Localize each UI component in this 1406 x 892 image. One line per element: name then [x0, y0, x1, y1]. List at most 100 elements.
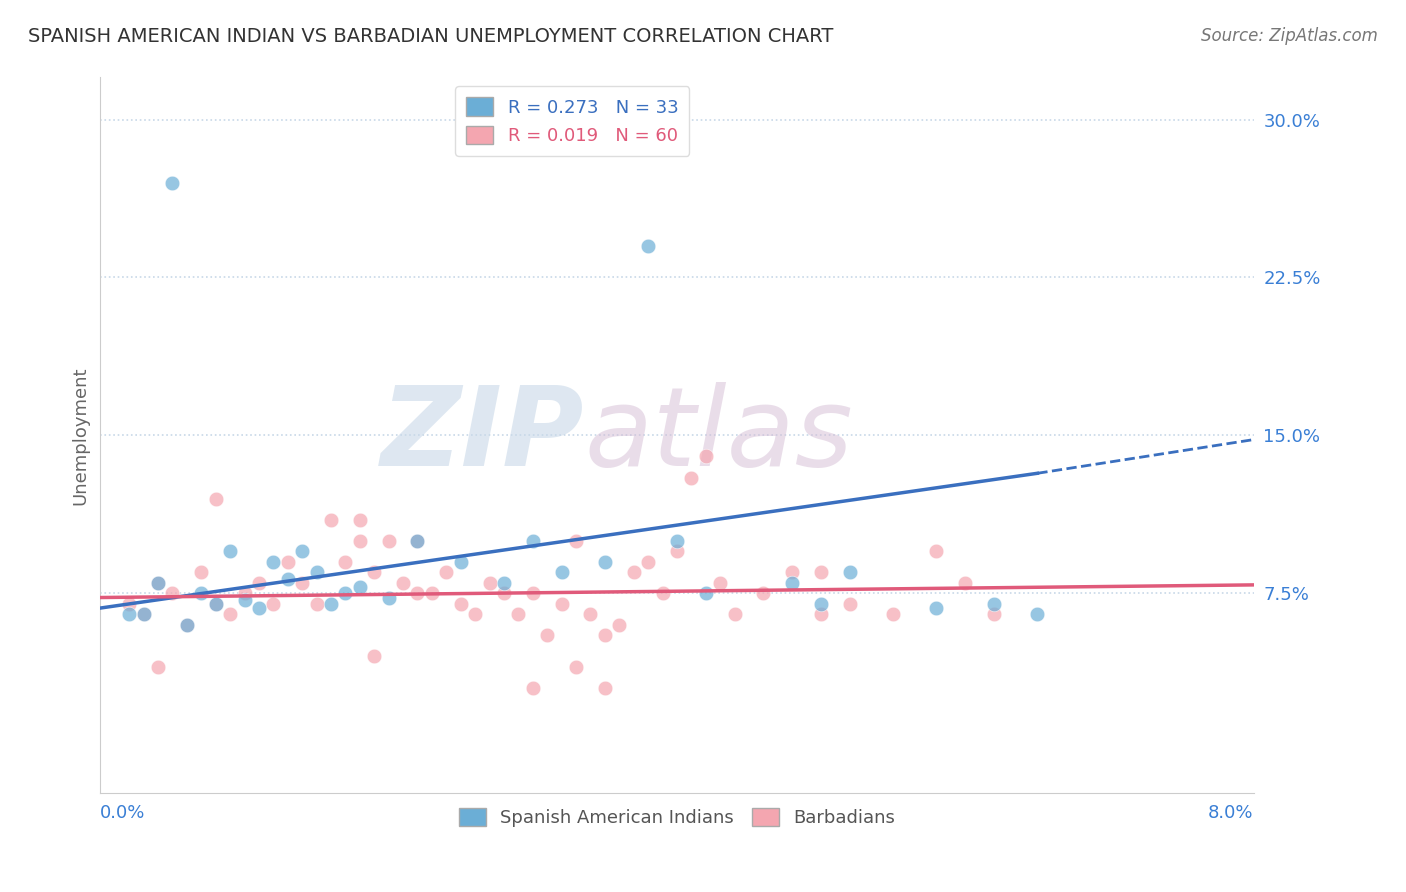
- Barbadians: [839, 597, 862, 611]
- Text: 0.0%: 0.0%: [100, 804, 146, 822]
- Spanish American Indians: [219, 544, 242, 558]
- Barbadians: [464, 607, 486, 622]
- Spanish American Indians: [637, 239, 659, 253]
- Barbadians: [219, 607, 242, 622]
- Barbadians: [522, 586, 544, 600]
- Barbadians: [810, 566, 832, 580]
- Barbadians: [305, 597, 328, 611]
- Spanish American Indians: [665, 533, 688, 548]
- Spanish American Indians: [118, 607, 141, 622]
- Spanish American Indians: [406, 533, 429, 548]
- Barbadians: [319, 513, 342, 527]
- Spanish American Indians: [925, 601, 948, 615]
- Barbadians: [550, 597, 572, 611]
- Barbadians: [508, 607, 530, 622]
- Spanish American Indians: [349, 580, 371, 594]
- Barbadians: [277, 555, 299, 569]
- Spanish American Indians: [319, 597, 342, 611]
- Barbadians: [607, 618, 630, 632]
- Barbadians: [955, 575, 977, 590]
- Barbadians: [695, 450, 717, 464]
- Spanish American Indians: [146, 575, 169, 590]
- Barbadians: [132, 607, 155, 622]
- Barbadians: [925, 544, 948, 558]
- Spanish American Indians: [132, 607, 155, 622]
- Barbadians: [377, 533, 399, 548]
- Barbadians: [349, 533, 371, 548]
- Spanish American Indians: [450, 555, 472, 569]
- Barbadians: [176, 618, 198, 632]
- Barbadians: [810, 607, 832, 622]
- Spanish American Indians: [550, 566, 572, 580]
- Spanish American Indians: [190, 586, 212, 600]
- Spanish American Indians: [593, 555, 616, 569]
- Barbadians: [565, 533, 588, 548]
- Barbadians: [709, 575, 731, 590]
- Barbadians: [349, 513, 371, 527]
- Barbadians: [522, 681, 544, 695]
- Spanish American Indians: [277, 572, 299, 586]
- Barbadians: [983, 607, 1005, 622]
- Spanish American Indians: [233, 592, 256, 607]
- Barbadians: [247, 575, 270, 590]
- Barbadians: [392, 575, 415, 590]
- Barbadians: [623, 566, 645, 580]
- Spanish American Indians: [782, 575, 804, 590]
- Barbadians: [492, 586, 515, 600]
- Barbadians: [782, 566, 804, 580]
- Spanish American Indians: [162, 176, 184, 190]
- Barbadians: [204, 491, 226, 506]
- Text: Source: ZipAtlas.com: Source: ZipAtlas.com: [1201, 27, 1378, 45]
- Barbadians: [536, 628, 558, 642]
- Barbadians: [579, 607, 602, 622]
- Barbadians: [146, 575, 169, 590]
- Barbadians: [681, 470, 703, 484]
- Barbadians: [665, 544, 688, 558]
- Barbadians: [118, 597, 141, 611]
- Barbadians: [204, 597, 226, 611]
- Barbadians: [162, 586, 184, 600]
- Barbadians: [434, 566, 457, 580]
- Text: 8.0%: 8.0%: [1208, 804, 1254, 822]
- Barbadians: [363, 649, 385, 664]
- Spanish American Indians: [176, 618, 198, 632]
- Text: atlas: atlas: [585, 382, 853, 489]
- Spanish American Indians: [377, 591, 399, 605]
- Legend: Spanish American Indians, Barbadians: Spanish American Indians, Barbadians: [451, 801, 903, 834]
- Spanish American Indians: [1026, 607, 1049, 622]
- Barbadians: [565, 660, 588, 674]
- Spanish American Indians: [305, 566, 328, 580]
- Spanish American Indians: [335, 586, 357, 600]
- Spanish American Indians: [839, 566, 862, 580]
- Spanish American Indians: [522, 533, 544, 548]
- Barbadians: [406, 533, 429, 548]
- Barbadians: [478, 575, 501, 590]
- Barbadians: [637, 555, 659, 569]
- Barbadians: [882, 607, 904, 622]
- Barbadians: [651, 586, 673, 600]
- Barbadians: [363, 566, 385, 580]
- Barbadians: [420, 586, 443, 600]
- Barbadians: [291, 575, 314, 590]
- Spanish American Indians: [695, 586, 717, 600]
- Barbadians: [752, 586, 775, 600]
- Barbadians: [724, 607, 747, 622]
- Text: SPANISH AMERICAN INDIAN VS BARBADIAN UNEMPLOYMENT CORRELATION CHART: SPANISH AMERICAN INDIAN VS BARBADIAN UNE…: [28, 27, 834, 45]
- Barbadians: [262, 597, 284, 611]
- Barbadians: [593, 628, 616, 642]
- Spanish American Indians: [262, 555, 284, 569]
- Barbadians: [335, 555, 357, 569]
- Barbadians: [190, 566, 212, 580]
- Spanish American Indians: [810, 597, 832, 611]
- Text: ZIP: ZIP: [381, 382, 585, 489]
- Barbadians: [593, 681, 616, 695]
- Spanish American Indians: [983, 597, 1005, 611]
- Spanish American Indians: [291, 544, 314, 558]
- Spanish American Indians: [204, 597, 226, 611]
- Barbadians: [233, 586, 256, 600]
- Spanish American Indians: [247, 601, 270, 615]
- Barbadians: [146, 660, 169, 674]
- Barbadians: [406, 586, 429, 600]
- Y-axis label: Unemployment: Unemployment: [72, 366, 89, 505]
- Spanish American Indians: [492, 575, 515, 590]
